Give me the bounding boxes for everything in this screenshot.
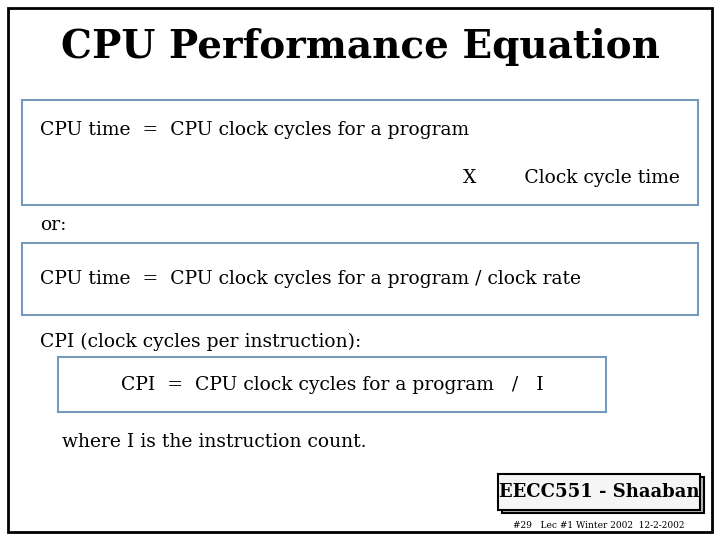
- Bar: [22, 100, 698, 205]
- Text: CPU Performance Equation: CPU Performance Equation: [60, 28, 660, 66]
- Text: CPU time  =  CPU clock cycles for a program: CPU time = CPU clock cycles for a progra…: [40, 121, 469, 139]
- Text: or:: or:: [40, 216, 66, 234]
- Bar: [58, 357, 606, 412]
- Text: CPU time  =  CPU clock cycles for a program / clock rate: CPU time = CPU clock cycles for a progra…: [40, 270, 581, 288]
- Bar: [22, 243, 698, 315]
- Text: EECC551 - Shaaban: EECC551 - Shaaban: [499, 483, 699, 501]
- Bar: [502, 477, 704, 513]
- Text: #29   Lec #1 Winter 2002  12-2-2002: #29 Lec #1 Winter 2002 12-2-2002: [513, 522, 685, 530]
- Text: X        Clock cycle time: X Clock cycle time: [463, 169, 680, 187]
- Text: CPI (clock cycles per instruction):: CPI (clock cycles per instruction):: [40, 333, 361, 351]
- Text: CPI  =  CPU clock cycles for a program   /   I: CPI = CPU clock cycles for a program / I: [121, 376, 544, 394]
- Bar: [498, 474, 700, 510]
- Text: where I is the instruction count.: where I is the instruction count.: [62, 433, 366, 451]
